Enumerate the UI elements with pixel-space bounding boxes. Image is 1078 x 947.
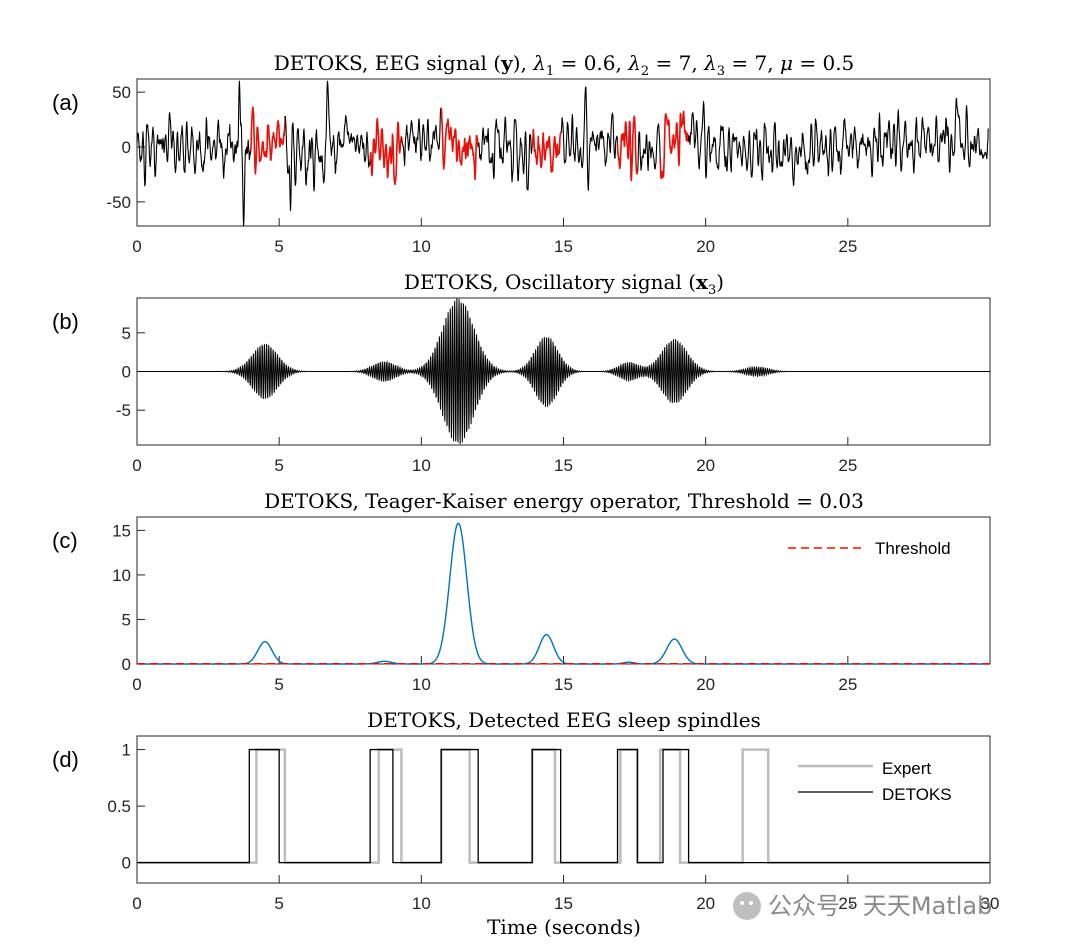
- panel-b-label: (b): [52, 309, 79, 334]
- x-tick-label: 10: [412, 894, 431, 913]
- x-tick-label: 5: [274, 894, 283, 913]
- x-tick-label: 15: [554, 894, 573, 913]
- watermark-text: 公众号 · 天天Matlab: [768, 892, 992, 920]
- x-tick-label: 5: [274, 456, 283, 475]
- spindle-segment-line: [659, 110, 690, 180]
- x-tick-label: 0: [132, 675, 141, 694]
- eeg-signal-line: [136, 80, 252, 227]
- spindle-segment-line: [531, 128, 562, 173]
- y-tick-label: 10: [112, 566, 131, 585]
- x-tick-label: 30: [981, 894, 1000, 913]
- oscillatory-signal-line: [137, 298, 990, 445]
- legend-threshold-label: Threshold: [875, 539, 951, 558]
- eeg-signal-line: [478, 116, 533, 191]
- panel-d-legend: Expert DETOKS: [798, 759, 952, 804]
- x-tick-label: 15: [554, 237, 573, 256]
- wechat-icon-eye-right: [749, 901, 753, 905]
- legend-detoks-label: DETOKS: [882, 785, 952, 804]
- y-tick-label: -5: [116, 401, 131, 420]
- y-tick-label: 15: [112, 521, 131, 540]
- spindle-segment-line: [440, 108, 480, 181]
- watermark: 公众号 · 天天Matlab: [733, 892, 992, 920]
- teager-kaiser-line: [137, 522, 990, 665]
- panel-b: DETOKS, Oscillatory signal (x3) (b) 0 5 10…: [52, 270, 991, 475]
- panel-c-label: (c): [52, 528, 78, 553]
- wechat-icon: [733, 892, 761, 920]
- x-tick-label: 20: [696, 675, 715, 694]
- x-tick-label: 25: [838, 894, 857, 913]
- panel-c-legend: Threshold: [788, 539, 951, 558]
- spindle-segment-line: [369, 117, 403, 186]
- x-tick-label: 0: [132, 237, 141, 256]
- y-tick-label: 0.5: [107, 797, 131, 816]
- x-tick-label: 0: [132, 456, 141, 475]
- x-tick-label: 20: [696, 237, 715, 256]
- spindle-segment-line: [249, 106, 286, 175]
- panel-a-ticks: 0 5 10 15 20 25 50 0 -50: [106, 83, 857, 256]
- panel-d-label: (d): [52, 747, 79, 772]
- panel-a: DETOKS, EEG signal (y), λ1 = 0.6, λ2 = 7…: [52, 51, 991, 256]
- y-tick-label: 0: [122, 138, 131, 157]
- y-tick-label: 1: [122, 741, 131, 760]
- panel-c-title: DETOKS, Teager-Kaiser energy operator, T…: [264, 489, 864, 513]
- detoks-line: [137, 748, 990, 864]
- panel-d: DETOKS, Detected EEG sleep spindles (d) …: [52, 708, 999, 939]
- spindle-segment-line: [616, 115, 639, 182]
- x-tick-label: 5: [274, 237, 283, 256]
- y-tick-label: 0: [122, 655, 131, 674]
- wechat-icon-eye-left: [740, 901, 744, 905]
- x-tick-label: 10: [412, 237, 431, 256]
- y-tick-label: 0: [122, 363, 131, 382]
- x-tick-label: 15: [554, 456, 573, 475]
- y-tick-label: 5: [122, 324, 131, 343]
- legend-expert-label: Expert: [882, 759, 931, 778]
- panel-d-title: DETOKS, Detected EEG sleep spindles: [367, 708, 761, 732]
- panel-d-plot: [137, 748, 990, 864]
- panel-b-plot: [137, 298, 990, 445]
- y-tick-label: -50: [106, 193, 131, 212]
- panel-c-plot: [137, 522, 990, 665]
- eeg-signal-line: [560, 86, 619, 191]
- panel-d-frame: [136, 735, 991, 884]
- x-tick-label: 25: [838, 675, 857, 694]
- panel-a-label: (a): [52, 90, 79, 115]
- eeg-signal-line: [688, 97, 989, 187]
- panel-c-ticks: 0 5 10 15 20 25 15 10 5 0: [112, 521, 857, 694]
- y-tick-label: 0: [122, 854, 131, 873]
- x-tick-label: 20: [696, 894, 715, 913]
- panel-b-ticks: 0 5 10 15 20 25 5 0 -5: [116, 324, 857, 475]
- panel-c: DETOKS, Teager-Kaiser energy operator, T…: [52, 489, 991, 694]
- panel-a-plot: [136, 80, 989, 227]
- x-tick-label: 5: [274, 675, 283, 694]
- eeg-signal-line: [637, 123, 661, 172]
- panel-b-title: DETOKS, Oscillatory signal (x3): [404, 270, 724, 298]
- x-tick-label: 20: [696, 456, 715, 475]
- panel-d-xlabel: Time (seconds): [487, 915, 641, 939]
- x-tick-label: 10: [412, 456, 431, 475]
- panel-a-title: DETOKS, EEG signal (y), λ1 = 0.6, λ2 = 7…: [274, 51, 855, 79]
- y-tick-label: 50: [112, 83, 131, 102]
- x-tick-label: 0: [132, 894, 141, 913]
- eeg-signal-line: [284, 80, 371, 212]
- x-tick-label: 25: [838, 237, 857, 256]
- x-tick-label: 15: [554, 675, 573, 694]
- y-tick-label: 5: [122, 610, 131, 629]
- x-tick-label: 10: [412, 675, 431, 694]
- x-tick-label: 25: [838, 456, 857, 475]
- eeg-signal-line: [401, 107, 442, 167]
